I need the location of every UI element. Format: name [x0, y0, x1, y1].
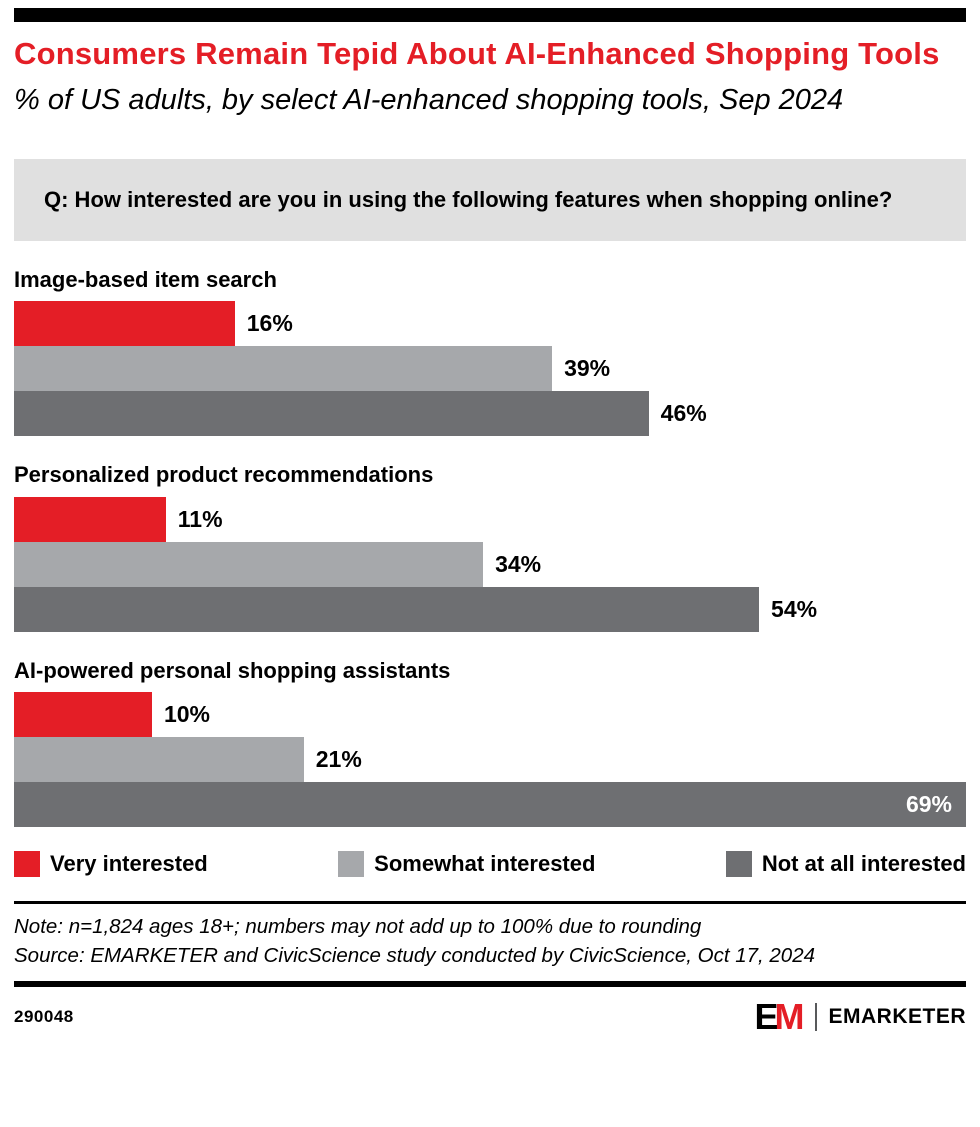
legend-swatch: [338, 850, 365, 877]
bar-row: 46%: [14, 391, 966, 437]
legend-item: Very interested: [14, 850, 208, 877]
bar-row: 21%: [14, 736, 966, 782]
page: Consumers Remain Tepid About AI-Enhanced…: [14, 8, 966, 1045]
bar-value-label: 16%: [246, 310, 293, 337]
bar: 69%: [14, 781, 966, 827]
bar-value-label: 46%: [660, 400, 707, 427]
bar-value-label: 54%: [771, 595, 818, 622]
legend-label: Very interested: [50, 850, 208, 876]
bar: [14, 496, 166, 542]
brand-wordmark: EMARKETER: [828, 1005, 966, 1029]
legend-label: Somewhat interested: [374, 850, 596, 876]
bar: [14, 301, 235, 347]
logo-divider: [815, 1003, 818, 1032]
chart: Image-based item search 16% 39% 46% Personal…: [14, 267, 966, 827]
bar: [14, 691, 152, 737]
bar-group: AI-powered personal shopping assistants 1…: [14, 658, 966, 827]
footer: 290048 EM EMARKETER: [14, 987, 966, 1045]
category-label: AI-powered personal shopping assistants: [14, 657, 451, 683]
top-rule: [14, 8, 966, 22]
bar: [14, 736, 304, 782]
bar-row: 11%: [14, 496, 966, 542]
bar-row: 16%: [14, 301, 966, 347]
bar-row: 10%: [14, 691, 966, 737]
bar-group: Image-based item search 16% 39% 46%: [14, 266, 966, 437]
bar: [14, 586, 760, 632]
legend-swatch: [14, 850, 40, 877]
bar-row: 34%: [14, 541, 966, 587]
bar: [14, 541, 484, 587]
legend-swatch: [725, 850, 752, 877]
page-title: Consumers Remain Tepid About AI-Enhanced…: [14, 36, 940, 71]
emarketer-logo: EM EMARKETER: [754, 999, 966, 1035]
bar: [14, 346, 553, 392]
legend-item: Somewhat interested: [338, 850, 596, 877]
legend: Very interested Somewhat interested Not at…: [14, 850, 966, 877]
bar-value-label: 34%: [495, 550, 542, 577]
bar-group: Personalized product recommendations 11% 3…: [14, 462, 966, 632]
question-box: Q: How interested are you in using the f…: [14, 159, 966, 241]
category-label: Image-based item search: [14, 266, 277, 292]
source-text: Source: EMARKETER and CivicScience study…: [14, 943, 816, 967]
legend-label: Not at all interested: [761, 850, 966, 876]
category-label: Personalized product recommendations: [14, 462, 434, 488]
chart-id: 290048: [14, 1007, 74, 1027]
bar-row: 54%: [14, 586, 966, 632]
bar-value-label: 10%: [163, 700, 211, 727]
bar-row: 39%: [14, 346, 966, 392]
bar: [14, 391, 649, 437]
subtitle: % of US adults, by select AI-enhanced sh…: [14, 83, 844, 116]
em-monogram-icon: EM: [754, 996, 804, 1038]
bar-value-label: 11%: [177, 505, 223, 532]
bar-value-label: 21%: [315, 745, 362, 772]
bar-value-label: 69%: [905, 790, 952, 817]
notes-top-rule: [14, 900, 966, 904]
note-text: Note: n=1,824 ages 18+; numbers may not …: [14, 914, 702, 938]
bar-row: 69%: [14, 781, 966, 827]
notes: Note: n=1,824 ages 18+; numbers may not …: [14, 904, 966, 981]
legend-item: Not at all interested: [725, 850, 966, 877]
footer-top-rule: [14, 981, 966, 988]
bar-value-label: 39%: [564, 355, 611, 382]
